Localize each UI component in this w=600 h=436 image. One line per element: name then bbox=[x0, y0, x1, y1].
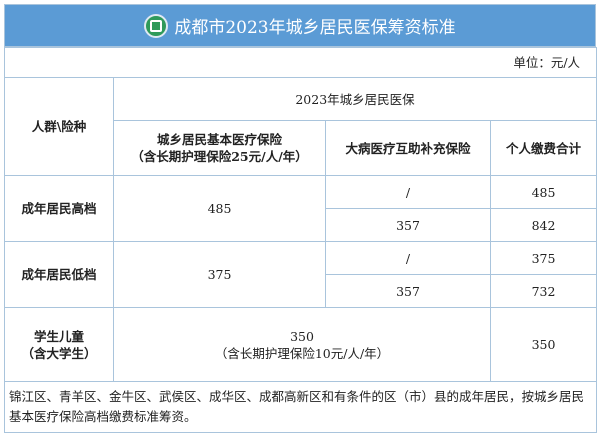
row-critical: 357 bbox=[325, 274, 491, 308]
student-basic-line1: 350 bbox=[290, 328, 314, 344]
unit-label: 单位：元/人 bbox=[3, 47, 598, 78]
table-row: 357 842 bbox=[5, 208, 598, 242]
header-critical: 大病医疗互助补充保险 bbox=[325, 120, 491, 176]
row-total: 485 bbox=[489, 175, 598, 209]
header-basic-line2: （含长期护理保险25元/人/年） bbox=[131, 149, 308, 164]
table-row: 成年居民高档 485 / 485 bbox=[4, 175, 598, 242]
table-title: 成都市2023年城乡居民医保筹资标准 bbox=[174, 18, 456, 38]
header-group: 人群\险种 bbox=[4, 77, 114, 176]
row-critical: 357 bbox=[325, 208, 491, 242]
row-total: 732 bbox=[489, 274, 598, 308]
student-group-line2: （含大学生） bbox=[21, 345, 97, 361]
table-row: 学生儿童 （含大学生） 350 （含长期护理保险10元/人/年） 350 bbox=[4, 307, 598, 382]
table-title-bar: 成都市2023年城乡居民医保筹资标准 bbox=[4, 4, 596, 47]
student-basic-line2: （含长期护理保险10元/人/年） bbox=[214, 345, 390, 361]
medical-insurance-logo-icon bbox=[144, 13, 169, 38]
insurance-standard-table: 成都市2023年城乡居民医保筹资标准 单位：元/人 人群\险种 2023年城乡居… bbox=[3, 4, 598, 433]
student-total: 350 bbox=[489, 307, 598, 382]
table-row: 357 732 bbox=[5, 274, 598, 308]
header-basic-line1: 城乡居民基本医疗保险 bbox=[156, 132, 282, 147]
student-group: 学生儿童 （含大学生） bbox=[4, 307, 114, 382]
table-row: 成年居民低档 375 / 375 bbox=[4, 241, 598, 308]
student-group-line1: 学生儿童 bbox=[33, 328, 84, 344]
footnote: 锦江区、青羊区、金牛区、武侯区、成华区、成都高新区和有条件的区（市）县的成年居民… bbox=[3, 381, 598, 433]
header-basic: 城乡居民基本医疗保险 （含长期护理保险25元/人/年） bbox=[113, 120, 326, 176]
student-basic: 350 （含长期护理保险10元/人/年） bbox=[113, 307, 491, 382]
row-critical: / bbox=[325, 175, 491, 209]
header-main: 2023年城乡居民医保 bbox=[112, 77, 598, 121]
row-basic: 485 bbox=[113, 175, 326, 242]
row-critical: / bbox=[325, 241, 491, 275]
row-total: 842 bbox=[489, 208, 598, 242]
header-total: 个人缴费合计 bbox=[489, 120, 598, 176]
row-group: 成年居民高档 bbox=[4, 175, 114, 242]
row-total: 375 bbox=[489, 241, 598, 275]
row-group: 成年居民低档 bbox=[4, 241, 114, 308]
row-basic: 375 bbox=[113, 241, 326, 308]
